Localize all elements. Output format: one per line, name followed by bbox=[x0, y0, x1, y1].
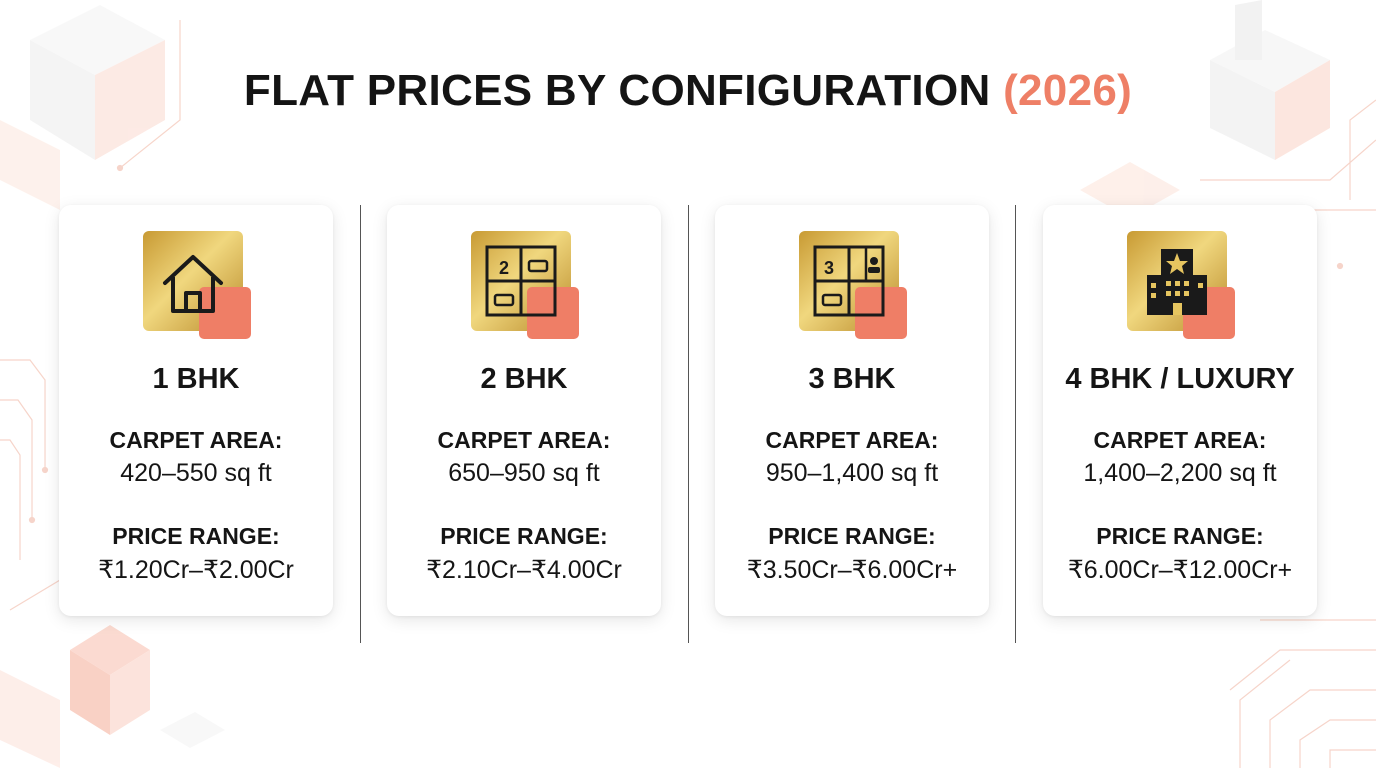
price-range-value: ₹6.00Cr–₹12.00Cr+ bbox=[1067, 556, 1293, 584]
title-year: (2026) bbox=[1003, 66, 1133, 115]
house-icon bbox=[143, 231, 255, 343]
carpet-area-label: CARPET AREA: bbox=[1093, 427, 1267, 453]
carpet-area-value: 420–550 sq ft bbox=[120, 459, 272, 487]
luxury-building-icon bbox=[1127, 231, 1239, 343]
cube-decoration bbox=[0, 5, 165, 210]
divider bbox=[688, 205, 689, 643]
price-range-label: PRICE RANGE: bbox=[1096, 523, 1264, 549]
price-range-label: PRICE RANGE: bbox=[440, 523, 608, 549]
config-card-4bhk-luxury: 4 BHK / LUXURY CARPET AREA: 1,400–2,200 … bbox=[1043, 205, 1317, 616]
config-name: 3 BHK bbox=[808, 363, 896, 395]
config-name: 2 BHK bbox=[480, 363, 568, 395]
carpet-area-value: 1,400–2,200 sq ft bbox=[1083, 459, 1277, 487]
price-range-value: ₹1.20Cr–₹2.00Cr bbox=[98, 556, 294, 584]
carpet-area-label: CARPET AREA: bbox=[109, 427, 283, 453]
divider bbox=[1015, 205, 1016, 643]
price-range-label: PRICE RANGE: bbox=[768, 523, 936, 549]
config-card-2bhk: 2 2 BHK CARPET AREA: 650–950 sq ft PRICE… bbox=[387, 205, 661, 616]
config-name: 1 BHK bbox=[152, 363, 240, 395]
cube-decoration bbox=[0, 625, 225, 768]
icon-number: 3 bbox=[824, 258, 834, 278]
divider bbox=[360, 205, 361, 643]
price-range-label: PRICE RANGE: bbox=[112, 523, 280, 549]
icon-number: 2 bbox=[499, 258, 509, 278]
carpet-area-value: 650–950 sq ft bbox=[448, 459, 600, 487]
title-main: FLAT PRICES BY CONFIGURATION bbox=[243, 66, 991, 115]
carpet-area-value: 950–1,400 sq ft bbox=[765, 459, 939, 487]
carpet-area-label: CARPET AREA: bbox=[765, 427, 939, 453]
floorplan-3-icon: 3 bbox=[799, 231, 911, 343]
price-range-value: ₹3.50Cr–₹6.00Cr+ bbox=[746, 556, 958, 584]
config-card-1bhk: 1 BHK CARPET AREA: 420–550 sq ft PRICE R… bbox=[59, 205, 333, 616]
config-card-3bhk: 3 3 BHK CARPET AREA: 950–1,400 sq ft PRI… bbox=[715, 205, 989, 616]
floorplan-2-icon: 2 bbox=[471, 231, 583, 343]
price-range-value: ₹2.10Cr–₹4.00Cr bbox=[426, 556, 622, 584]
page-title: FLAT PRICES BY CONFIGURATION (2026) bbox=[0, 66, 1376, 116]
cube-decoration bbox=[1080, 0, 1330, 218]
carpet-area-label: CARPET AREA: bbox=[437, 427, 611, 453]
config-name: 4 BHK / LUXURY bbox=[1065, 363, 1295, 395]
